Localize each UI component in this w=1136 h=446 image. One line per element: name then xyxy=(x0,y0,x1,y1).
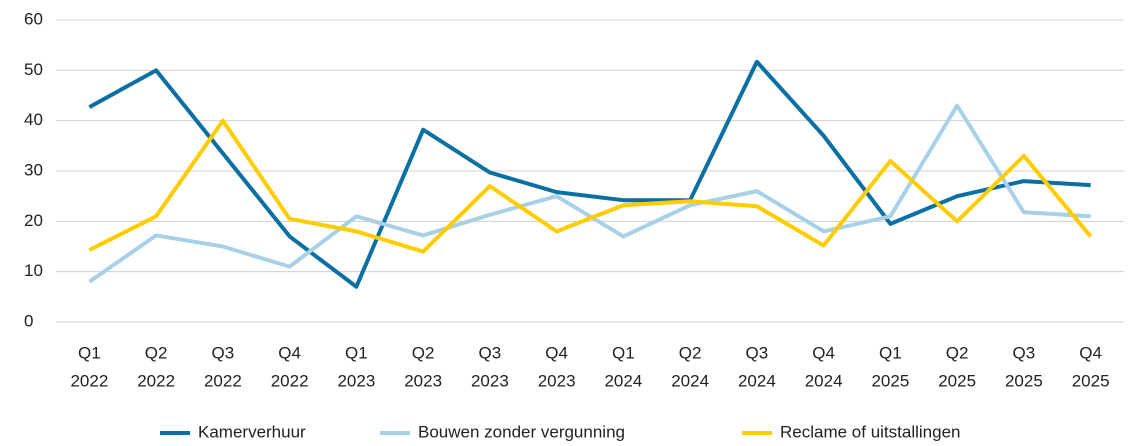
x-tick-label: Q3 xyxy=(1013,343,1036,362)
x-tick-label: Q3 xyxy=(746,343,769,362)
x-tick-label: 2022 xyxy=(137,371,175,390)
x-tick-label: 2025 xyxy=(1072,371,1110,390)
x-tick-label: Q1 xyxy=(78,343,101,362)
x-tick-label: Q3 xyxy=(212,343,235,362)
series-line xyxy=(88,103,1091,284)
y-tick-label: 60 xyxy=(24,9,43,28)
x-tick-label: 2024 xyxy=(805,371,843,390)
series-line xyxy=(88,118,1093,254)
y-tick-label: 50 xyxy=(24,60,43,79)
y-tick-label: 0 xyxy=(24,311,33,330)
legend-label: Reclame of uitstallingen xyxy=(780,422,960,441)
x-tick-label: 2024 xyxy=(671,371,709,390)
x-tick-label: Q1 xyxy=(879,343,902,362)
y-tick-label: 40 xyxy=(24,110,43,129)
x-tick-label: Q2 xyxy=(946,343,969,362)
y-tick-label: 30 xyxy=(24,160,43,179)
x-tick-label: 2025 xyxy=(871,371,909,390)
x-tick-label: 2025 xyxy=(938,371,976,390)
x-tick-label: 2025 xyxy=(1005,371,1043,390)
legend-label: Bouwen zonder vergunning xyxy=(418,422,625,441)
x-tick-label: Q4 xyxy=(278,343,301,362)
x-tick-label: Q4 xyxy=(812,343,835,362)
x-tick-label: 2024 xyxy=(738,371,776,390)
legend-label: Kamerverhuur xyxy=(198,422,306,441)
x-tick-label: 2024 xyxy=(604,371,642,390)
x-tick-label: 2023 xyxy=(538,371,576,390)
x-tick-label: 2022 xyxy=(204,371,242,390)
series-line xyxy=(88,59,1091,289)
x-tick-label: Q1 xyxy=(612,343,635,362)
x-tick-label: 2023 xyxy=(471,371,509,390)
y-tick-label: 10 xyxy=(24,261,43,280)
x-tick-label: Q4 xyxy=(545,343,568,362)
x-tick-label: Q2 xyxy=(679,343,702,362)
x-tick-label: Q3 xyxy=(479,343,502,362)
y-tick-label: 20 xyxy=(24,211,43,230)
x-tick-label: 2022 xyxy=(271,371,309,390)
x-tick-label: 2023 xyxy=(337,371,375,390)
x-tick-label: Q2 xyxy=(412,343,435,362)
x-tick-label: 2022 xyxy=(70,371,108,390)
x-tick-label: Q1 xyxy=(345,343,368,362)
x-tick-label: Q2 xyxy=(145,343,168,362)
x-tick-label: Q4 xyxy=(1079,343,1102,362)
x-tick-label: 2023 xyxy=(404,371,442,390)
